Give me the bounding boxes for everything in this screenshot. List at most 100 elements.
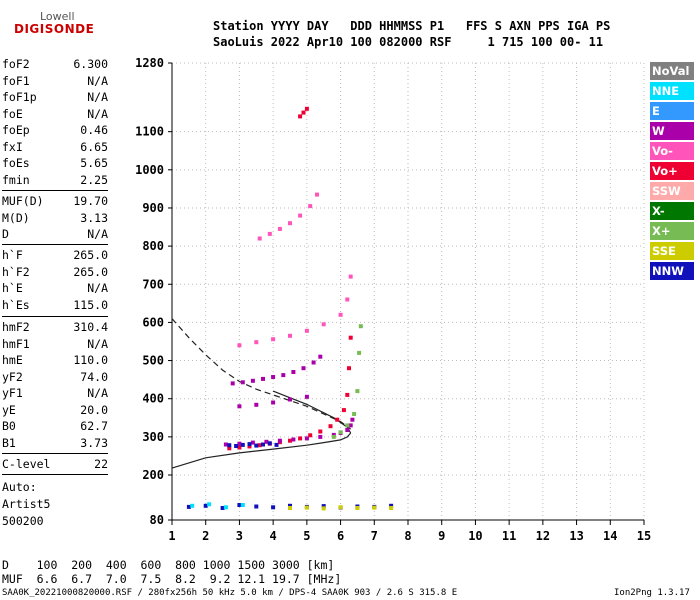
legend-item: E — [650, 102, 694, 120]
x-tick-label: 11 — [502, 529, 516, 543]
legend-item: Vo- — [650, 142, 694, 160]
param-row: yF2 74.0 — [2, 370, 108, 386]
param-name: B0 — [2, 419, 16, 433]
param-value: 265.0 — [73, 248, 108, 262]
auto-artist: Artist5 — [2, 497, 51, 511]
footer-left: SAA0K_20221000820000.RSF / 280fx256h 50 … — [2, 588, 458, 598]
param-value: N/A — [87, 281, 108, 295]
param-row: fmin 2.25 — [2, 173, 108, 189]
param-row: yF1 N/A — [2, 386, 108, 402]
legend-item: NNE — [650, 82, 694, 100]
x-tick-label: 9 — [438, 529, 445, 543]
data-point — [301, 366, 306, 371]
x-tick-label: 15 — [637, 529, 651, 543]
header-line-1: Station YYYY DAY DDD HHMMSS P1 FFS S AXN… — [213, 19, 611, 33]
separator-line — [2, 244, 108, 245]
data-point — [345, 423, 350, 428]
data-point — [288, 438, 292, 443]
data-point — [190, 503, 195, 508]
data-point — [389, 506, 394, 510]
data-point — [250, 378, 255, 383]
separator-line — [2, 316, 108, 317]
profile-dashed-curve — [171, 318, 352, 430]
data-point — [288, 221, 292, 226]
param-row: C-level 22 — [2, 457, 108, 473]
data-point — [352, 412, 357, 416]
muf-row: MUF 6.6 6.7 7.0 7.5 8.2 9.2 12.1 19.7 [M… — [2, 572, 342, 586]
data-point — [227, 443, 232, 448]
y-tick-label: 1280 — [135, 56, 164, 70]
profile-solid-curve — [171, 432, 352, 469]
x-tick-label: 1 — [168, 529, 175, 543]
param-row: B1 3.73 — [2, 436, 108, 452]
legend-item: Vo+ — [650, 162, 694, 180]
param-row: M(D) 3.13 — [2, 211, 108, 227]
param-row: foEp 0.46 — [2, 123, 108, 139]
y-tick-label: 600 — [142, 315, 164, 329]
data-point — [271, 400, 276, 405]
data-point — [345, 392, 350, 397]
data-point — [254, 504, 259, 509]
param-value: 0.46 — [80, 123, 108, 137]
data-point — [207, 502, 212, 507]
param-name: yF1 — [2, 386, 23, 400]
data-point — [338, 430, 343, 435]
data-point — [271, 337, 276, 342]
y-tick-label: 1000 — [135, 163, 164, 177]
data-point — [240, 380, 245, 385]
data-point — [372, 505, 377, 510]
param-value: 62.7 — [80, 419, 108, 433]
param-value: 265.0 — [73, 264, 108, 279]
param-value: 6.300 — [73, 57, 108, 71]
data-point — [315, 192, 319, 197]
data-point — [304, 436, 309, 441]
data-point — [186, 504, 191, 509]
data-point — [321, 322, 326, 327]
param-value: 74.0 — [80, 369, 108, 384]
data-point — [318, 434, 323, 439]
param-name: h`F2 — [2, 264, 30, 279]
data-point — [348, 274, 353, 279]
x-tick-label: 5 — [303, 529, 310, 543]
data-point — [355, 506, 360, 510]
param-row: h`F2 265.0 — [2, 265, 108, 281]
data-point — [308, 433, 313, 438]
param-row: B0 62.7 — [2, 419, 108, 435]
data-point — [230, 381, 235, 386]
legend-item: SSE — [650, 242, 694, 260]
param-row: hmF2 310.4 — [2, 320, 108, 336]
data-point — [304, 328, 309, 333]
x-tick-label: 8 — [404, 529, 411, 543]
data-point — [254, 443, 259, 448]
param-value: 2.25 — [80, 172, 108, 187]
param-name: MUF(D) — [2, 194, 44, 208]
data-point — [350, 417, 355, 422]
data-point — [348, 423, 353, 428]
legend-item: X- — [650, 202, 694, 220]
data-point — [281, 373, 286, 378]
auto-code: 500200 — [2, 514, 44, 528]
legend-item: W — [650, 122, 694, 140]
param-row: foEs 5.65 — [2, 156, 108, 172]
param-name: foE — [2, 106, 23, 121]
data-point — [318, 429, 323, 434]
param-name: hmE — [2, 353, 23, 367]
x-tick-label: 7 — [371, 529, 378, 543]
param-name: foF1 — [2, 73, 30, 88]
data-point — [223, 505, 228, 510]
param-value: 110.0 — [73, 353, 108, 367]
y-tick-label: 1100 — [135, 125, 164, 139]
data-point — [328, 424, 333, 429]
param-name: fmin — [2, 172, 30, 187]
param-row: h`E N/A — [2, 281, 108, 297]
data-point — [237, 441, 242, 446]
param-value: N/A — [87, 227, 108, 241]
param-value: N/A — [87, 386, 108, 400]
data-point — [345, 297, 350, 302]
data-point — [331, 434, 336, 439]
x-tick-label: 13 — [569, 529, 583, 543]
data-point — [237, 503, 242, 507]
param-value: 3.13 — [80, 210, 108, 225]
param-name: B1 — [2, 435, 16, 450]
